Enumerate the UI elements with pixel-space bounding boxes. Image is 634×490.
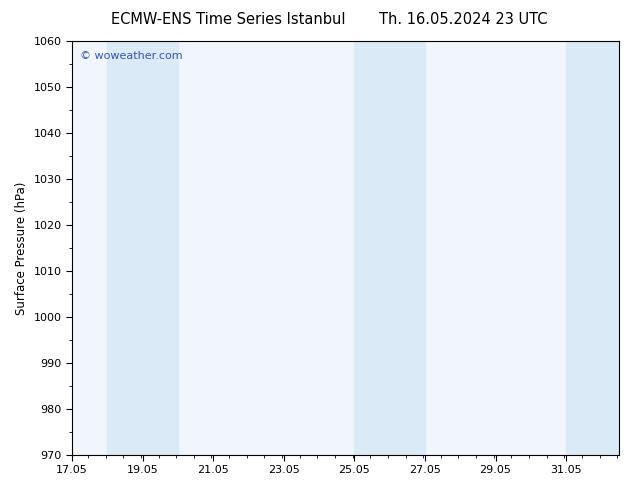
Y-axis label: Surface Pressure (hPa): Surface Pressure (hPa) [15, 181, 28, 315]
Bar [107, 41, 143, 455]
Bar [566, 41, 619, 455]
Text: ECMW-ENS Time Series Istanbul: ECMW-ENS Time Series Istanbul [111, 12, 346, 27]
Text: © woweather.com: © woweather.com [81, 51, 183, 61]
Bar [390, 41, 425, 455]
Text: Th. 16.05.2024 23 UTC: Th. 16.05.2024 23 UTC [378, 12, 547, 27]
Bar [354, 41, 390, 455]
Bar [143, 41, 178, 455]
